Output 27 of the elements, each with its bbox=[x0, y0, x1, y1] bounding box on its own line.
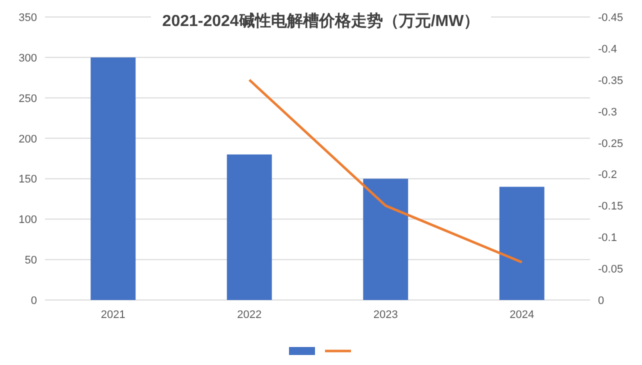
y2-tick-label: -0.1 bbox=[598, 232, 617, 244]
y2-tick-label: -0.35 bbox=[598, 74, 624, 87]
y-tick-label: 300 bbox=[18, 52, 37, 64]
y-tick-label: 0 bbox=[30, 295, 37, 307]
chart-title: 2021-2024碱性电解槽价格走势（万元/MW） bbox=[162, 12, 480, 30]
y-tick-label: 200 bbox=[18, 133, 37, 146]
y-tick-label: 250 bbox=[18, 92, 37, 105]
x-tick-label: 2021 bbox=[100, 309, 126, 321]
x-tick-label: 2024 bbox=[510, 309, 534, 321]
y-tick-label: 50 bbox=[24, 254, 37, 267]
y2-tick-label: -0.3 bbox=[598, 106, 617, 118]
x-tick-label: 2023 bbox=[373, 309, 398, 321]
y2-tick-label: -0.15 bbox=[598, 200, 624, 213]
y-tick-label: 150 bbox=[18, 174, 37, 186]
bar bbox=[499, 186, 544, 300]
bar bbox=[90, 57, 136, 300]
y-tick-label: 350 bbox=[18, 12, 37, 24]
x-tick-label: 2022 bbox=[237, 309, 262, 321]
y2-tick-label: 0 bbox=[598, 295, 604, 307]
y2-tick-label: -0.05 bbox=[598, 264, 624, 276]
y2-tick-label: -0.2 bbox=[598, 169, 617, 182]
bar bbox=[363, 178, 408, 300]
bar bbox=[226, 154, 272, 300]
y2-tick-label: -0.45 bbox=[598, 12, 624, 24]
y2-tick-label: -0.4 bbox=[598, 43, 617, 56]
y-tick-label: 100 bbox=[18, 214, 37, 226]
y2-tick-label: -0.25 bbox=[598, 138, 624, 150]
